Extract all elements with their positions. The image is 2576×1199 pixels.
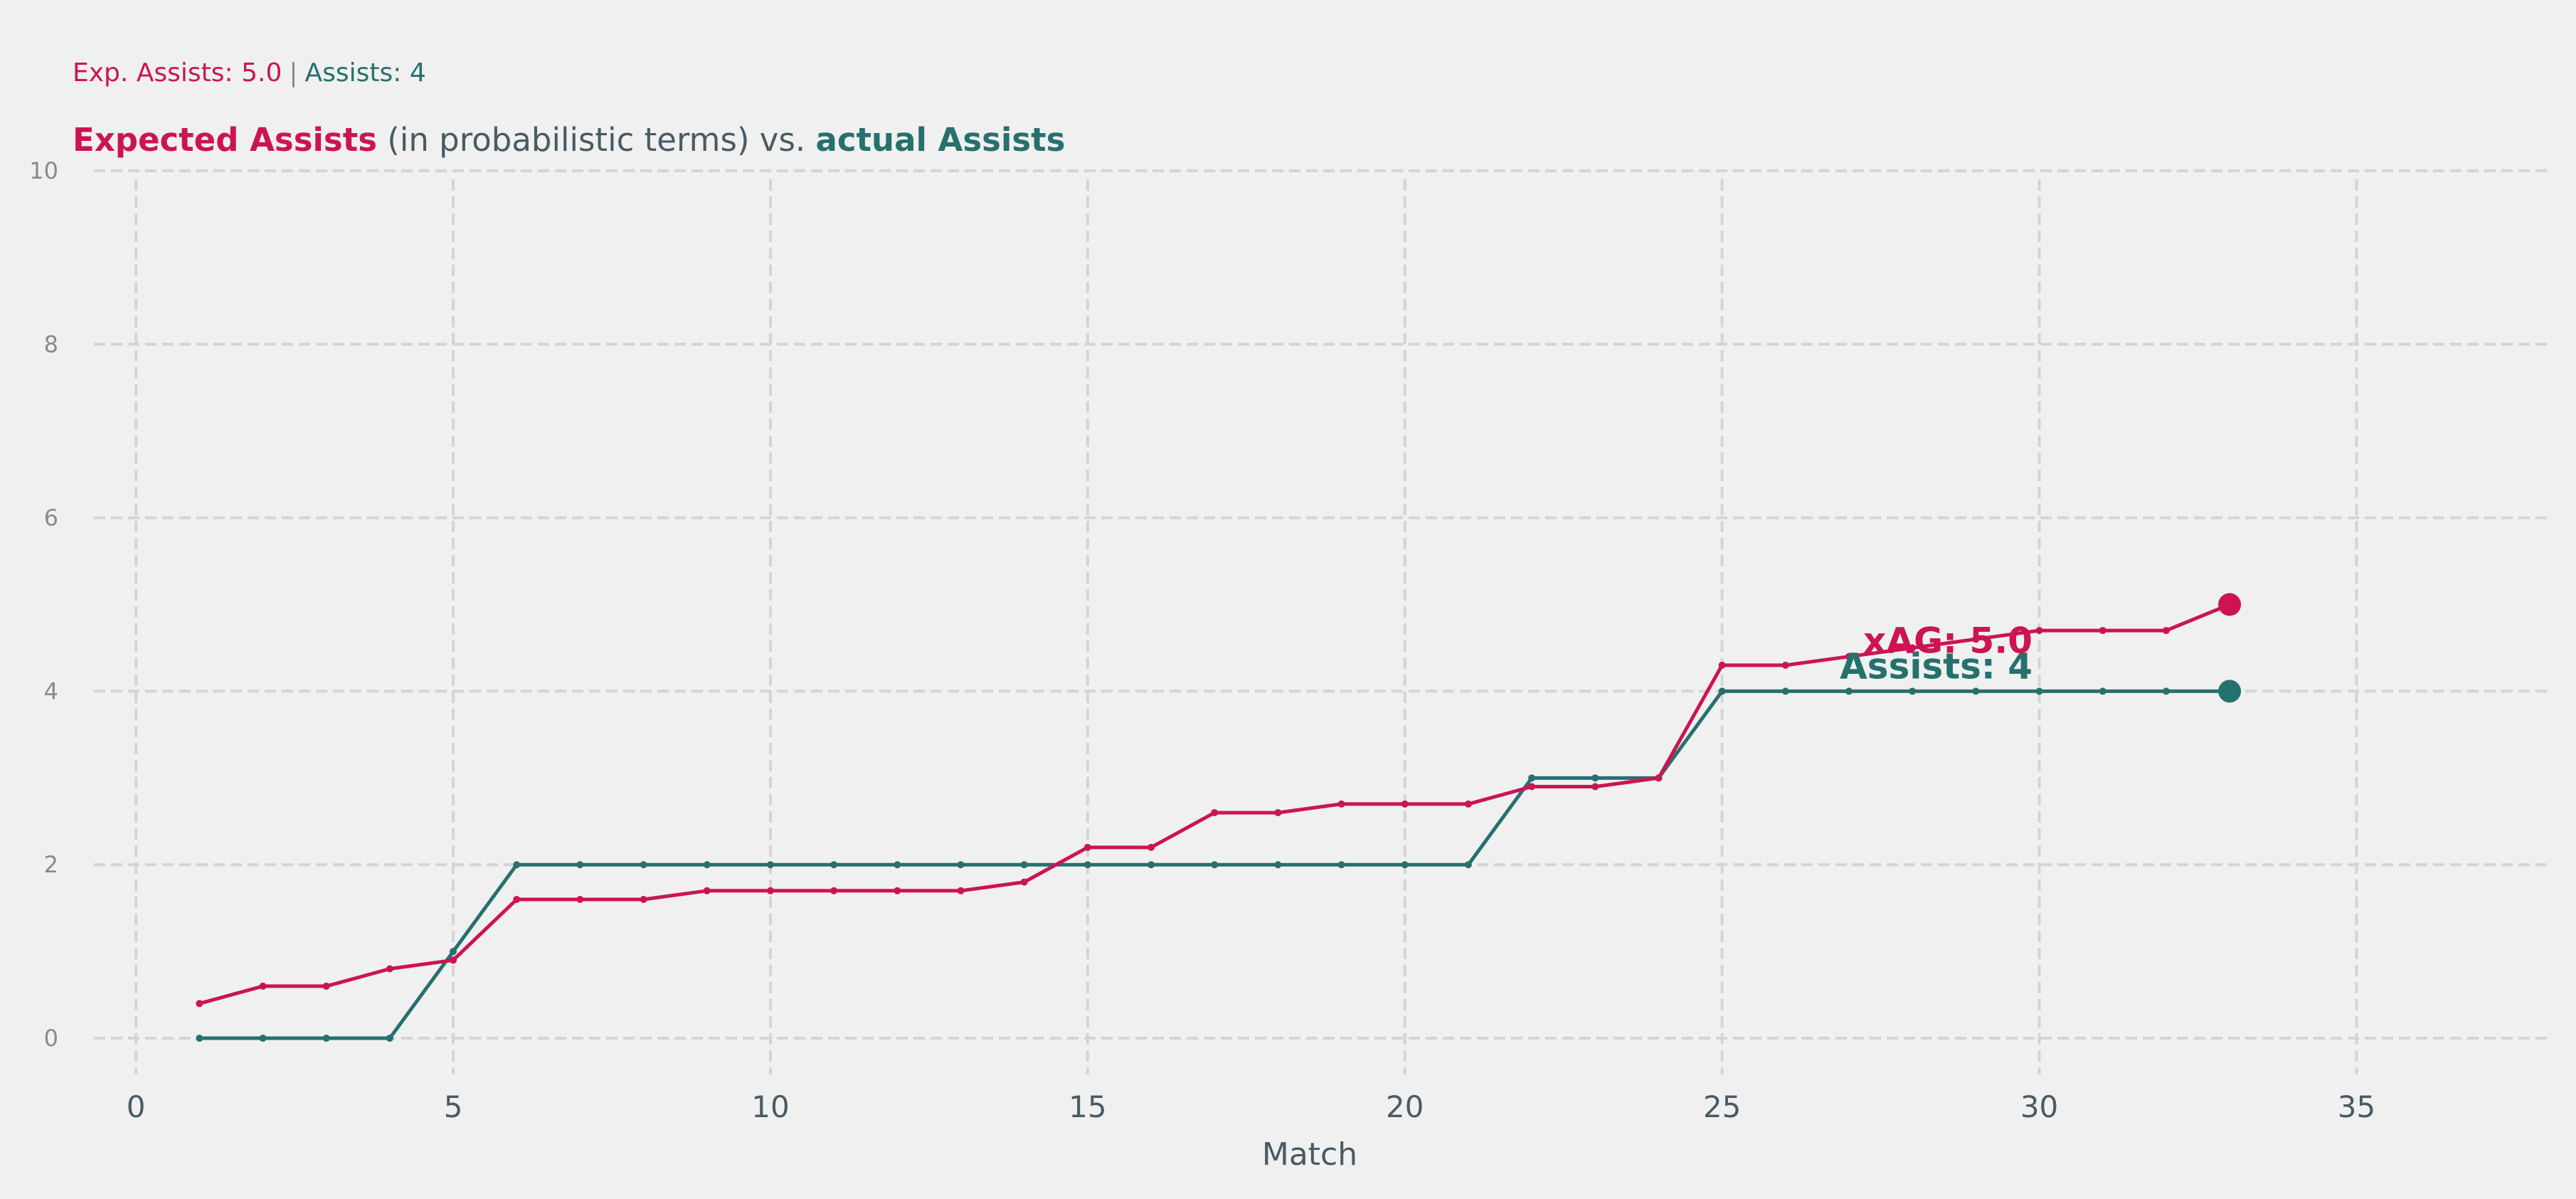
x-tick-label: 5 [444, 1089, 463, 1124]
xag-end-marker [2218, 593, 2242, 616]
assists-point [386, 1035, 393, 1042]
xag-point [1972, 635, 1980, 643]
xag-point [1591, 783, 1599, 791]
assists-point [957, 861, 965, 869]
y-tick-label: 4 [44, 677, 58, 704]
summary-separator: | [289, 58, 298, 88]
assists-point [1401, 861, 1409, 869]
x-tick-label: 20 [1386, 1089, 1424, 1124]
grid [94, 169, 2547, 1074]
y-tick-label: 10 [29, 157, 58, 184]
x-axis-label: Match [1262, 1136, 1357, 1173]
title-middle: (in probabilistic terms) vs. [376, 121, 816, 159]
xag-point [1083, 843, 1091, 851]
assists-point [576, 861, 584, 869]
assists-point [640, 861, 647, 869]
x-tick-label: 25 [1703, 1089, 1741, 1124]
xag-point [322, 982, 330, 990]
xag-point [766, 887, 774, 894]
y-tick-label: 8 [44, 331, 58, 358]
x-tick-label: 35 [2338, 1089, 2375, 1124]
assists-end-marker [2218, 680, 2242, 703]
assists-point [1845, 687, 1853, 695]
assists-end-label: Assists: 4 [1840, 645, 2032, 687]
xag-point [1401, 800, 1409, 808]
xag-point [1718, 661, 1726, 669]
summary-line: Exp. Assists: 5.0 | Assists: 4 [73, 58, 426, 88]
x-tick-label: 0 [127, 1089, 146, 1124]
xag-end-label: xAG: 5.0 [1863, 620, 2032, 662]
xag-point [2099, 627, 2106, 635]
assists-point [1528, 774, 1536, 782]
xag-point [2162, 627, 2170, 635]
xag-point [2035, 627, 2043, 635]
xag-point [196, 1000, 203, 1008]
y-tick-label: 0 [44, 1025, 58, 1052]
xag-point [513, 896, 521, 903]
xag-point [1845, 653, 1853, 660]
xag-point [894, 887, 901, 894]
xag-point [1464, 800, 1472, 808]
assists-point [894, 861, 901, 869]
assists-point [322, 1035, 330, 1042]
chart-title: Expected Assists (in probabilistic terms… [73, 121, 1065, 159]
assists-point [766, 861, 774, 869]
assists-point [513, 861, 521, 869]
xag-point [1337, 800, 1345, 808]
x-tick-label: 15 [1069, 1089, 1106, 1124]
xag-point [1781, 661, 1789, 669]
title-expected-assists: Expected Assists [73, 121, 377, 159]
assists-point [2099, 687, 2106, 695]
xag-point [1655, 774, 1663, 782]
assists-point [1464, 861, 1472, 869]
series-layer [196, 593, 2242, 1042]
xag-point [1528, 783, 1536, 791]
assists-point [2162, 687, 2170, 695]
assists-point [1147, 861, 1155, 869]
assists-point [196, 1035, 203, 1042]
x-tick-label: 10 [751, 1089, 789, 1124]
assists-point [1972, 687, 1980, 695]
xag-point [1020, 878, 1028, 886]
y-tick-label: 6 [44, 505, 58, 532]
x-tick-label: 30 [2020, 1089, 2058, 1124]
assists-point [1718, 687, 1726, 695]
assists-point [1083, 861, 1091, 869]
xag-point [957, 887, 965, 894]
assists-point [1211, 861, 1219, 869]
labels-layer: 0 2 4 6 8 10 0 5 10 15 20 25 30 35 Match Assists: 4xAG:… [29, 157, 2375, 1173]
assists-point [450, 948, 457, 956]
assists-point [1337, 861, 1345, 869]
assists-point [1781, 687, 1789, 695]
xag-point [259, 982, 267, 990]
xag-point [703, 887, 711, 894]
assists-point [259, 1035, 267, 1042]
xag-point [1211, 809, 1219, 817]
assists-point [1274, 861, 1282, 869]
y-tick-label: 2 [44, 851, 58, 878]
assists-point [1020, 861, 1028, 869]
xag-point [450, 956, 457, 964]
xag-point [386, 965, 393, 973]
xag-point [640, 896, 647, 903]
assists-point [2035, 687, 2043, 695]
assists-point [830, 861, 838, 869]
assists-point [1909, 687, 1917, 695]
assists-point [703, 861, 711, 869]
xag-point [1909, 644, 1917, 652]
title-actual-assists: actual Assists [815, 121, 1066, 159]
assists-point [1591, 774, 1599, 782]
xag-point [576, 896, 584, 903]
xag-summary: Exp. Assists: 5.0 [73, 58, 282, 88]
assists-summary: Assists: 4 [304, 58, 426, 88]
xag-point [1274, 809, 1282, 817]
xag-point [830, 887, 838, 894]
xag-point [1147, 843, 1155, 851]
